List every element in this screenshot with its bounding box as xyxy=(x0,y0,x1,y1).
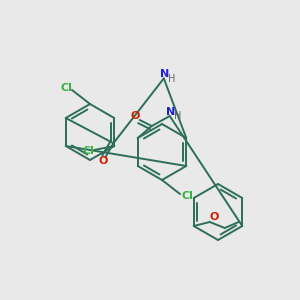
Text: Cl: Cl xyxy=(60,83,72,93)
Text: H: H xyxy=(174,111,182,121)
Text: N: N xyxy=(160,69,170,80)
Text: H: H xyxy=(168,74,176,84)
Text: N: N xyxy=(166,107,176,117)
Text: Cl: Cl xyxy=(181,191,193,201)
Text: O: O xyxy=(130,111,140,121)
Text: O: O xyxy=(209,212,218,222)
Text: Cl: Cl xyxy=(82,146,94,156)
Text: O: O xyxy=(99,156,108,166)
